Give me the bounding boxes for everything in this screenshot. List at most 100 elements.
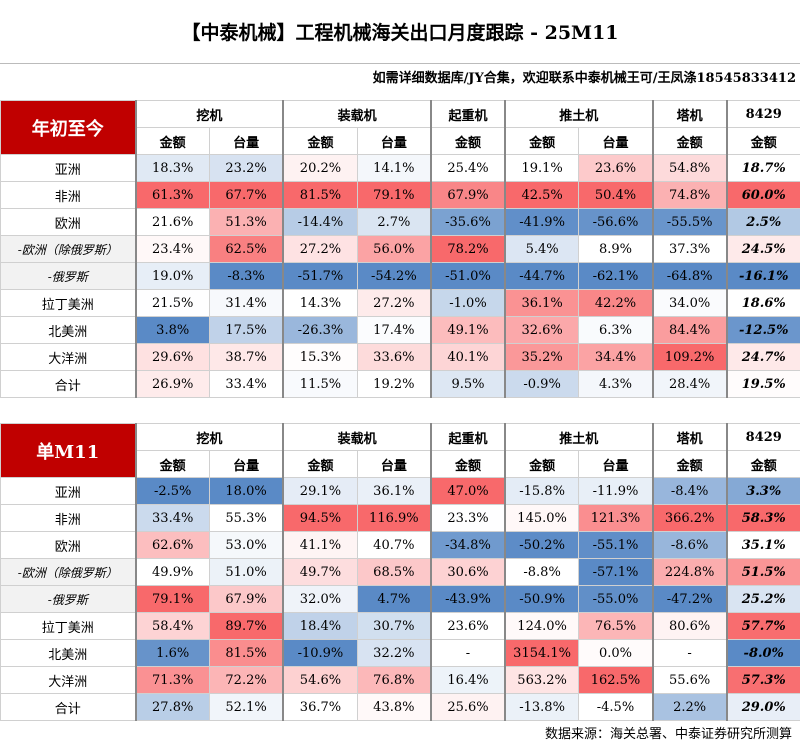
value-cell: 15.3% — [282, 343, 358, 371]
data-row: 大洋洲 71.3% 72.2% 54.6% 76.8% 16.4% 563.2% 162.5%… — [0, 666, 800, 694]
value-cell: -50.2% — [503, 531, 580, 559]
value-cell: 50.4% — [578, 181, 654, 209]
value-cell: 30.7% — [356, 612, 432, 640]
group-header: 挖机 — [134, 100, 284, 128]
value-cell: 27.8% — [134, 693, 210, 721]
value-cell: -41.9% — [503, 208, 580, 236]
value-cell: 17.4% — [356, 316, 432, 344]
value-cell: -8.8% — [503, 558, 580, 586]
value-cell: -64.8% — [651, 262, 728, 290]
sub-header: 台量 — [208, 127, 284, 155]
value-cell: 20.2% — [282, 154, 358, 182]
title: 【中泰机械】工程机械海关出口月度跟踪 - 25M11 — [0, 0, 800, 64]
value-cell: 34.0% — [651, 289, 728, 317]
value-cell: -43.9% — [430, 585, 506, 613]
value-cell: 24.5% — [725, 235, 800, 263]
value-cell: 62.6% — [134, 531, 210, 559]
value-cell: 40.7% — [356, 531, 432, 559]
value-cell: 1.6% — [134, 639, 210, 667]
value-cell: -11.9% — [578, 477, 654, 505]
value-cell: -1.0% — [430, 289, 506, 317]
value-cell: 57.7% — [725, 612, 800, 640]
value-cell: 58.4% — [134, 612, 210, 640]
value-cell: 55.3% — [208, 504, 284, 532]
value-cell: 5.4% — [503, 235, 580, 263]
value-cell: 67.9% — [430, 181, 506, 209]
region-label: 合计 — [0, 370, 136, 398]
sub-header: 金额 — [651, 127, 728, 155]
value-cell: -35.6% — [430, 208, 506, 236]
value-cell: 14.1% — [356, 154, 432, 182]
value-cell: 2.2% — [651, 693, 728, 721]
sub-header-row: 金额 台量 金额 台量 金额 金额 台量 金额 金额 — [1, 450, 800, 478]
value-cell: 109.2% — [651, 343, 728, 371]
value-cell: 26.9% — [134, 370, 210, 398]
value-cell: 33.6% — [356, 343, 432, 371]
data-table: 年初至今 挖机 装载机 起重机 推土机 塔机 8429 金额 台量 金额 台量 金额 金额 台量 金额 金额亚… — [0, 100, 800, 398]
group-header: 推土机 — [503, 100, 654, 128]
value-cell: 80.6% — [651, 612, 728, 640]
data-row: 拉丁美洲 21.5% 31.4% 14.3% 27.2% -1.0% 36.1% 42.2% 3… — [0, 289, 800, 317]
group-header: 8429 — [725, 423, 800, 451]
value-cell: 29.0% — [725, 693, 800, 721]
value-cell: 16.4% — [430, 666, 506, 694]
value-cell: 124.0% — [503, 612, 580, 640]
value-cell: 76.8% — [356, 666, 432, 694]
data-row: -欧洲（除俄罗斯） 23.4% 62.5% 27.2% 56.0% 78.2% 5.4% 8.… — [0, 235, 800, 263]
value-cell: 94.5% — [282, 504, 358, 532]
value-cell: 34.4% — [578, 343, 654, 371]
value-cell: 37.3% — [651, 235, 728, 263]
group-header: 起重机 — [430, 100, 506, 128]
value-cell: 79.1% — [134, 585, 210, 613]
sub-header: 金额 — [134, 450, 210, 478]
value-cell: 25.2% — [725, 585, 800, 613]
value-cell: 4.3% — [578, 370, 654, 398]
value-cell: 35.1% — [725, 531, 800, 559]
value-cell: 56.0% — [356, 235, 432, 263]
value-cell: 2.7% — [356, 208, 432, 236]
region-label: 欧洲 — [0, 531, 136, 559]
value-cell: -51.0% — [430, 262, 506, 290]
value-cell: -12.5% — [725, 316, 800, 344]
region-label: 亚洲 — [0, 477, 136, 505]
value-cell: 43.8% — [356, 693, 432, 721]
value-cell: 36.7% — [282, 693, 358, 721]
value-cell: 8.9% — [578, 235, 654, 263]
group-header: 塔机 — [651, 423, 728, 451]
value-cell: 121.3% — [578, 504, 654, 532]
value-cell: 51.3% — [208, 208, 284, 236]
value-cell: -14.4% — [282, 208, 358, 236]
region-label: 大洋洲 — [0, 343, 136, 371]
group-header: 装载机 — [282, 423, 432, 451]
value-cell: -26.3% — [282, 316, 358, 344]
region-label: -俄罗斯 — [0, 585, 136, 613]
region-label: 非洲 — [0, 504, 136, 532]
section-label: 年初至今 — [0, 100, 136, 155]
value-cell: 31.4% — [208, 289, 284, 317]
group-header: 8429 — [725, 100, 800, 128]
source-note: 数据来源：海关总署、中泰证券研究所测算 — [544, 727, 792, 742]
value-cell: 366.2% — [651, 504, 728, 532]
value-cell: 9.5% — [430, 370, 506, 398]
value-cell: 18.3% — [134, 154, 210, 182]
value-cell: -44.7% — [503, 262, 580, 290]
value-cell: 145.0% — [503, 504, 580, 532]
value-cell: 162.5% — [578, 666, 654, 694]
region-label: 非洲 — [0, 181, 136, 209]
value-cell: 21.5% — [134, 289, 210, 317]
value-cell: 40.1% — [430, 343, 506, 371]
value-cell: 60.0% — [725, 181, 800, 209]
value-cell: 25.6% — [430, 693, 506, 721]
value-cell: 29.1% — [282, 477, 358, 505]
value-cell: 36.1% — [356, 477, 432, 505]
value-cell: -62.1% — [578, 262, 654, 290]
value-cell: 33.4% — [134, 504, 210, 532]
value-cell: -16.1% — [725, 262, 800, 290]
data-row: 欧洲 21.6% 51.3% -14.4% 2.7% -35.6% -41.9% -56.6%… — [0, 208, 800, 236]
value-cell: 47.0% — [430, 477, 506, 505]
value-cell: -57.1% — [578, 558, 654, 586]
group-header: 塔机 — [651, 100, 728, 128]
value-cell: 27.2% — [282, 235, 358, 263]
sub-header: 金额 — [282, 450, 358, 478]
